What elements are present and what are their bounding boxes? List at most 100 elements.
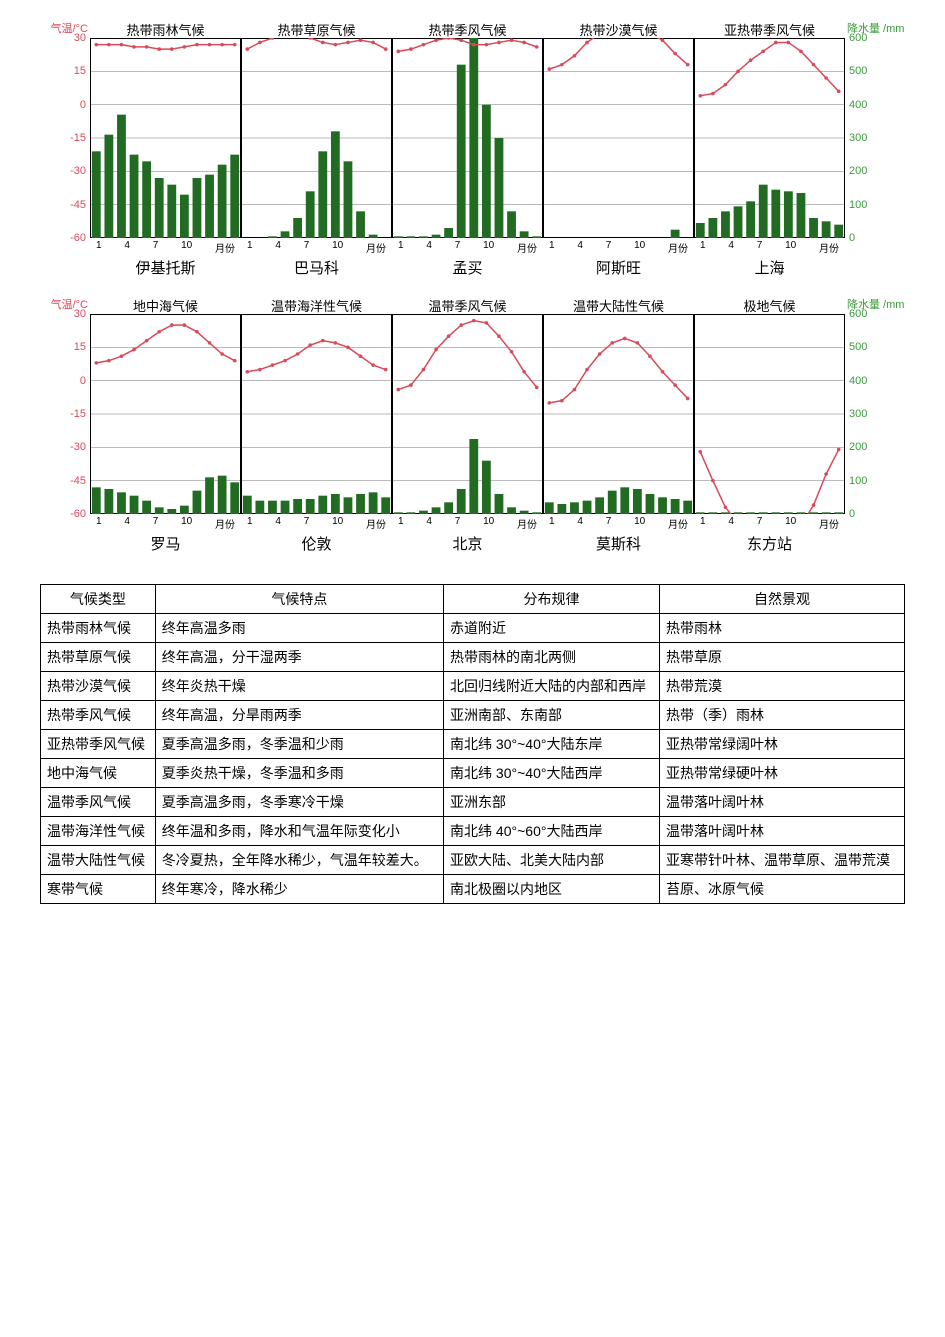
climate-chart: 热带季风气候14710月份孟买 — [392, 20, 543, 288]
precip-bar — [406, 236, 415, 238]
climate-chart: 热带沙漠气候14710月份阿斯旺 — [543, 20, 694, 288]
table-cell: 温带落叶阔叶林 — [660, 817, 905, 846]
x-axis: 14710月份 — [543, 238, 694, 255]
chart-title: 热带季风气候 — [428, 20, 506, 38]
climate-chart: 热带草原气候14710月份巴马科 — [241, 20, 392, 288]
precip-bar — [331, 131, 340, 238]
table-cell: 热带雨林的南北两侧 — [444, 643, 660, 672]
climate-chart: 温带大陆性气候14710月份莫斯科 — [543, 296, 694, 564]
chart-title: 温带海洋性气候 — [271, 296, 362, 314]
precip-bar — [583, 501, 592, 514]
precip-bar — [344, 161, 353, 238]
precip-bar — [130, 496, 139, 514]
table-cell: 亚热带常绿硬叶林 — [660, 759, 905, 788]
table-cell: 夏季高温多雨，冬季寒冷干燥 — [155, 788, 443, 817]
table-row: 温带大陆性气候冬冷夏热，全年降水稀少，气温年较差大。亚欧大陆、北美大陆内部亚寒带… — [41, 846, 905, 875]
precip-bar — [797, 193, 806, 238]
table-cell: 赤道附近 — [444, 614, 660, 643]
precip-bar — [469, 439, 478, 514]
x-axis: 14710月份 — [392, 238, 543, 255]
table-cell: 热带草原气候 — [41, 643, 156, 672]
precip-bar — [369, 492, 378, 514]
city-label: 阿斯旺 — [596, 257, 641, 278]
precip-bar — [406, 512, 415, 514]
precip-bar — [117, 492, 126, 514]
table-cell: 终年寒冷，降水稀少 — [155, 875, 443, 904]
precip-bar — [469, 38, 478, 238]
precip-bar — [218, 165, 227, 238]
precip-bar — [545, 502, 554, 514]
climate-chart: 热带雨林气候14710月份伊基托斯 — [90, 20, 241, 288]
precip-bar — [180, 506, 189, 514]
x-axis: 14710月份 — [543, 514, 694, 531]
city-label: 莫斯科 — [596, 533, 641, 554]
precip-bar — [708, 218, 717, 238]
precip-bar — [532, 236, 541, 238]
temp-line — [700, 450, 838, 514]
precip-bar — [771, 190, 780, 238]
precip-bar — [394, 236, 403, 238]
temp-line — [549, 338, 687, 402]
precip-bar — [734, 206, 743, 238]
precip-bar — [646, 494, 655, 514]
table-cell: 亚欧大陆、北美大陆内部 — [444, 846, 660, 875]
precip-bar — [620, 487, 629, 514]
temp-line — [96, 45, 234, 49]
precip-bar — [167, 185, 176, 238]
precip-bar — [218, 476, 227, 514]
city-label: 东方站 — [747, 533, 792, 554]
temp-line — [398, 321, 536, 390]
precip-bar — [759, 185, 768, 238]
precip-bar — [268, 236, 277, 238]
table-cell: 亚寒带针叶林、温带草原、温带荒漠 — [660, 846, 905, 875]
precip-bar — [356, 494, 365, 514]
city-label: 伊基托斯 — [135, 257, 195, 278]
climate-chart: 温带季风气候14710月份北京 — [392, 296, 543, 564]
precip-bar — [482, 105, 491, 238]
precip-bar — [734, 512, 743, 514]
precip-bar — [243, 496, 252, 514]
x-axis: 14710月份 — [392, 514, 543, 531]
precip-bar — [167, 509, 176, 514]
precip-y-axis: 6005004003002001000 — [845, 314, 905, 514]
x-axis: 14710月份 — [90, 514, 241, 531]
chart-title: 热带雨林气候 — [126, 20, 204, 38]
precip-bar — [696, 512, 705, 514]
precip-bar — [444, 228, 453, 238]
table-cell: 南北纬 30°~40°大陆西岸 — [444, 759, 660, 788]
table-row: 亚热带季风气候夏季高温多雨，冬季温和少雨南北纬 30°~40°大陆东岸亚热带常绿… — [41, 730, 905, 759]
precip-bar — [457, 489, 466, 514]
table-cell: 温带大陆性气候 — [41, 846, 156, 875]
precip-bar — [809, 512, 818, 514]
precip-bar — [104, 489, 113, 514]
table-cell: 温带海洋性气候 — [41, 817, 156, 846]
precip-bar — [268, 501, 277, 514]
precip-bar — [281, 231, 290, 238]
precip-bar — [834, 225, 843, 238]
table-row: 温带海洋性气候终年温和多雨，降水和气温年际变化小南北纬 40°~60°大陆西岸温… — [41, 817, 905, 846]
precip-bar — [155, 178, 164, 238]
table-header: 气候特点 — [155, 585, 443, 614]
precip-bar — [520, 511, 529, 514]
temp-line — [398, 38, 536, 51]
precip-bar — [92, 151, 101, 238]
precip-bar — [205, 175, 214, 238]
precip-bar — [255, 501, 264, 514]
temp-line — [247, 341, 385, 372]
precip-bar — [495, 138, 504, 238]
city-label: 罗马 — [150, 533, 180, 554]
precip-bar — [457, 65, 466, 238]
table-header: 分布规律 — [444, 585, 660, 614]
precip-bar — [331, 494, 340, 514]
precip-bar — [595, 497, 604, 514]
table-cell: 热带沙漠气候 — [41, 672, 156, 701]
precip-bar — [142, 501, 151, 514]
precip-bar — [369, 235, 378, 238]
precip-bar — [797, 512, 806, 514]
table-cell: 终年温和多雨，降水和气温年际变化小 — [155, 817, 443, 846]
table-row: 热带沙漠气候终年炎热干燥北回归线附近大陆的内部和西岸热带荒漠 — [41, 672, 905, 701]
table-cell: 冬冷夏热，全年降水稀少，气温年较差大。 — [155, 846, 443, 875]
precip-bar — [180, 195, 189, 238]
precip-bar — [633, 489, 642, 514]
table-cell: 寒带气候 — [41, 875, 156, 904]
